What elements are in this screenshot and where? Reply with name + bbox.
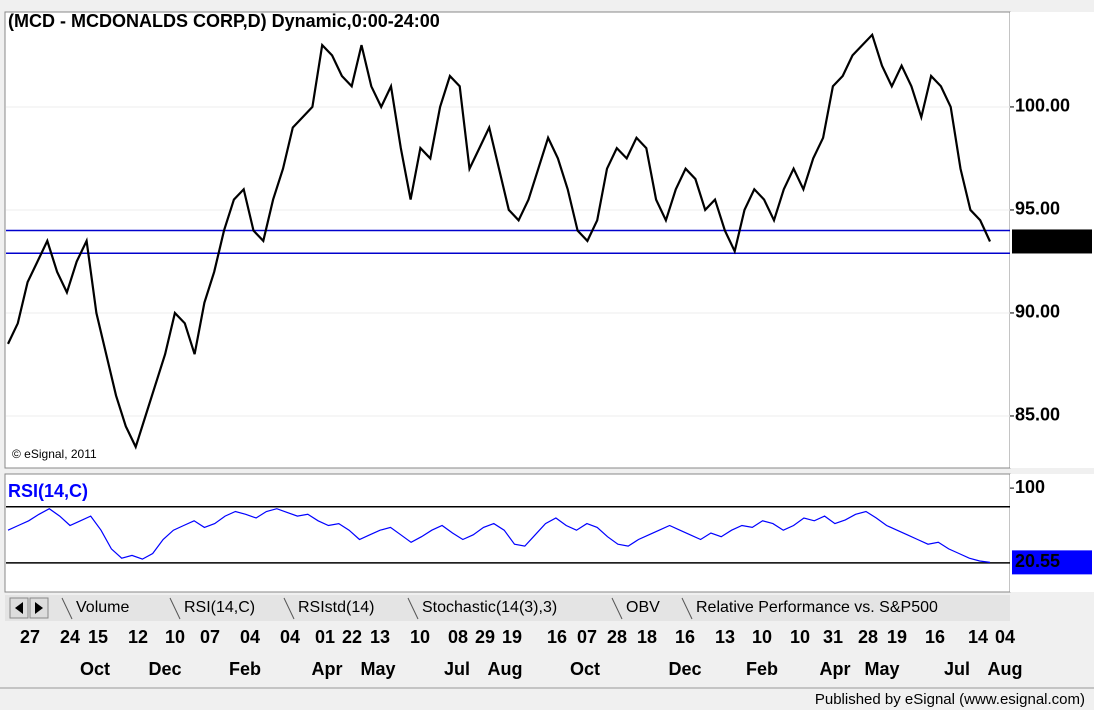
tab-edge	[61, 597, 73, 620]
last-value-box	[1012, 229, 1092, 254]
tab-edge	[283, 597, 295, 620]
y-tick-label: 90.00	[1015, 302, 1060, 322]
rsi-title: RSI(14,C)	[8, 481, 88, 501]
x-month-label: Oct	[570, 659, 600, 679]
x-month-label: Jul	[444, 659, 470, 679]
x-month-label: Feb	[229, 659, 261, 679]
x-day-label: 10	[165, 627, 185, 647]
x-day-label: 29	[475, 627, 495, 647]
x-month-label: Apr	[820, 659, 851, 679]
tab-edge	[611, 597, 623, 620]
x-day-label: 19	[502, 627, 522, 647]
x-day-label: 22	[342, 627, 362, 647]
x-day-label: 16	[547, 627, 567, 647]
x-day-label: 24	[60, 627, 80, 647]
x-day-label: 12	[128, 627, 148, 647]
arrow-right	[35, 602, 43, 614]
x-day-label: 28	[607, 627, 627, 647]
tab-label[interactable]: RSI(14,C)	[184, 599, 255, 616]
x-day-label: 07	[200, 627, 220, 647]
tab-label[interactable]: Relative Performance vs. S&P500	[696, 599, 938, 616]
x-day-label: 01	[315, 627, 335, 647]
x-day-label: 10	[410, 627, 430, 647]
x-day-label: 18	[637, 627, 657, 647]
x-month-label: Aug	[988, 659, 1023, 679]
tab-edge	[407, 597, 419, 620]
x-day-label: 04	[280, 627, 300, 647]
x-day-label: 27	[20, 627, 40, 647]
tab-edge	[681, 597, 693, 620]
x-day-label: 19	[887, 627, 907, 647]
x-month-label: Feb	[746, 659, 778, 679]
tab-bar: Volume RSI(14,C) RSIstd(14) Stochastic(14(3…	[5, 595, 1010, 621]
arrow-left	[15, 602, 23, 614]
x-month-label: Apr	[312, 659, 343, 679]
copyright: © eSignal, 2011	[12, 447, 97, 461]
x-day-label: 07	[577, 627, 597, 647]
y-tick-label: 100	[1015, 477, 1045, 497]
x-day-label: 14	[968, 627, 988, 647]
x-month-label: May	[360, 659, 395, 679]
tab-label[interactable]: Stochastic(14(3),3)	[422, 599, 557, 616]
price-panel	[4, 11, 1011, 469]
tab-label[interactable]: OBV	[626, 599, 660, 616]
x-month-label: Jul	[944, 659, 970, 679]
x-day-label: 16	[925, 627, 945, 647]
y-tick-label: 95.00	[1015, 199, 1060, 219]
series-line	[7, 32, 991, 450]
y-tick-label: 100.00	[1015, 96, 1070, 116]
series-line	[7, 507, 991, 563]
tab-edge	[169, 597, 181, 620]
x-month-label: Dec	[668, 659, 701, 679]
chart-title: (MCD - MCDONALDS CORP,D) Dynamic,0:00-24…	[8, 11, 440, 31]
last-value-box	[1012, 550, 1092, 575]
x-day-label: 16	[675, 627, 695, 647]
x-day-label: 13	[715, 627, 735, 647]
x-day-label: 28	[858, 627, 878, 647]
y-tick-label: 85.00	[1015, 405, 1060, 425]
x-day-label: 13	[370, 627, 390, 647]
x-month-label: Dec	[148, 659, 181, 679]
x-month-label: Oct	[80, 659, 110, 679]
x-day-label: 04	[240, 627, 260, 647]
x-day-label: 31	[823, 627, 843, 647]
x-day-label: 04	[995, 627, 1015, 647]
rsi-panel	[4, 473, 1011, 593]
x-month-label: May	[864, 659, 899, 679]
last-value-label: 93.47	[1015, 230, 1060, 250]
x-day-label: 15	[88, 627, 108, 647]
x-day-label: 10	[790, 627, 810, 647]
tab-label[interactable]: Volume	[76, 599, 129, 616]
x-day-label: 10	[752, 627, 772, 647]
footer: Published by eSignal (www.esignal.com)	[815, 691, 1085, 708]
tab-label[interactable]: RSIstd(14)	[298, 599, 374, 616]
x-month-label: Aug	[488, 659, 523, 679]
last-value-label: 20.55	[1015, 551, 1060, 571]
x-day-label: 08	[448, 627, 468, 647]
tab-strip	[5, 595, 1010, 621]
